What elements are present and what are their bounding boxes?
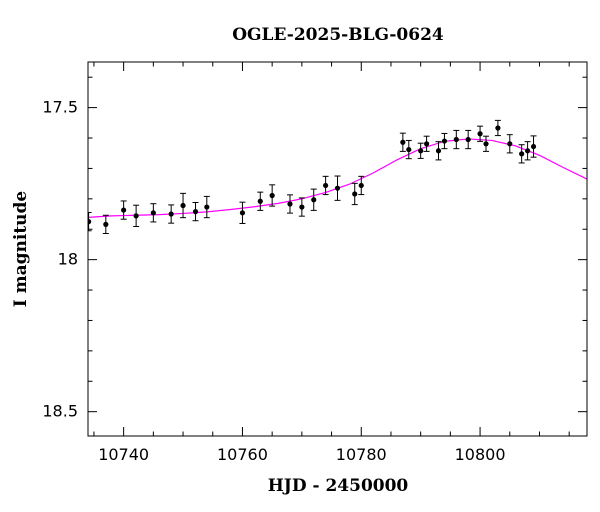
data-point [150, 210, 156, 216]
data-point [334, 185, 341, 191]
data-point [168, 211, 174, 217]
data-point [406, 146, 412, 153]
data-point [519, 151, 525, 157]
x-tick-label: 10800 [455, 445, 506, 464]
data-point [358, 182, 364, 189]
data-point [435, 148, 442, 154]
data-point [299, 204, 305, 210]
data-point [530, 143, 537, 150]
data-point [465, 136, 471, 143]
data-point [424, 141, 430, 147]
data-point [88, 219, 92, 225]
data-point [103, 221, 109, 227]
y-tick-label: 17.5 [42, 98, 78, 117]
data-point [453, 136, 459, 143]
data-point [323, 182, 329, 189]
data-point [257, 198, 263, 204]
data-point [287, 201, 293, 207]
data-point [495, 125, 501, 131]
data-point [121, 207, 127, 213]
data-point [239, 210, 246, 216]
y-tick-label: 18.5 [42, 402, 78, 421]
data-point [269, 192, 275, 199]
data-point [204, 204, 210, 210]
data-point [418, 148, 424, 154]
data-point [192, 209, 199, 215]
data-point [180, 202, 186, 209]
data-point [524, 148, 531, 154]
x-tick-label: 10740 [98, 445, 149, 464]
x-tick-label: 10760 [217, 445, 268, 464]
y-axis-label: I magnitude [11, 191, 31, 308]
plot-frame [87, 61, 588, 437]
y-tick-label: 18 [58, 250, 78, 269]
data-point [507, 141, 513, 147]
axis-layer: 10740 10760 10780 10800 17.5 18 18.5 [42, 62, 587, 464]
data-point [483, 141, 489, 147]
x-tick-label: 10780 [336, 445, 387, 464]
data-point [441, 138, 448, 144]
data-point [311, 197, 317, 203]
data-point [352, 191, 358, 197]
data-point [400, 139, 406, 145]
chart-title: OGLE-2025-BLG-0624 [232, 25, 444, 45]
x-axis-label: HJD - 2450000 [268, 476, 409, 496]
data-point [133, 213, 139, 219]
series-layer [88, 119, 587, 234]
data-point [477, 131, 483, 137]
